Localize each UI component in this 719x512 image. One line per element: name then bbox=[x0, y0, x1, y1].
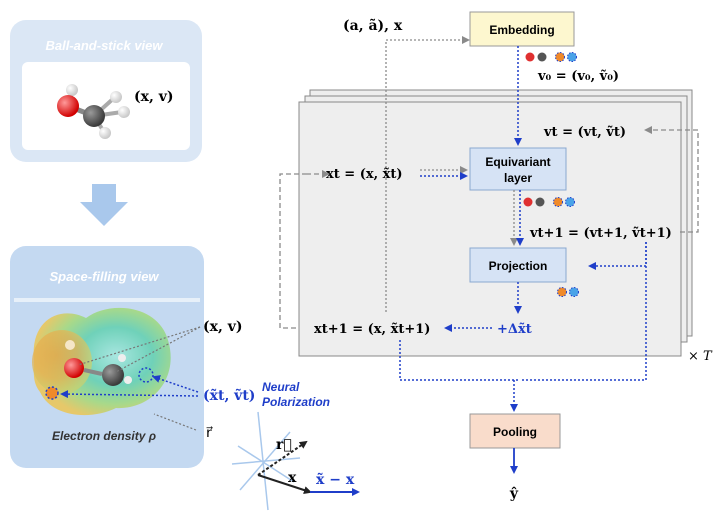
equivariant-layer-box bbox=[469, 147, 567, 191]
equivariant-label-2: layer bbox=[504, 171, 532, 185]
vec-r-label: r⃗ bbox=[276, 437, 292, 453]
projection-box bbox=[469, 247, 567, 283]
xt1-equation: xt+1 = (x, x̃t+1) bbox=[314, 322, 430, 337]
pooling-label: Pooling bbox=[493, 425, 537, 439]
embedding-box bbox=[469, 11, 575, 47]
neural-polarization-line2: Polarization bbox=[262, 395, 330, 409]
xt-equation: xt = (x, x̃t) bbox=[326, 167, 403, 182]
space-filling-panel: Space-filling view Electron density ρ bbox=[10, 246, 204, 468]
connector-x-oxygen bbox=[77, 326, 201, 366]
vt1-equation: vt+1 = (vt+1, ṽt+1) bbox=[529, 226, 672, 241]
space-filling-label: (x, v) bbox=[203, 319, 242, 335]
projection-feature-dots bbox=[557, 287, 579, 297]
equivariant-label-1: Equivariant bbox=[485, 155, 550, 169]
polarization-label: (x̃t, ṽt) bbox=[203, 387, 255, 404]
vt-equation: vt = (vt, ṽt) bbox=[543, 125, 626, 140]
input-arrow bbox=[385, 36, 470, 312]
vector-diagram: r⃗ x x̃ − x bbox=[231, 411, 360, 511]
neural-polarization-line1: Neural bbox=[262, 380, 300, 394]
v-loop-line bbox=[680, 130, 699, 233]
input-label: (a, ã), x bbox=[343, 17, 403, 34]
embedding-label: Embedding bbox=[489, 23, 554, 37]
layer-feature-dots bbox=[523, 197, 575, 207]
v-to-pool-line bbox=[520, 242, 647, 381]
down-arrow-icon bbox=[80, 184, 128, 226]
ball-stick-label: (x, v) bbox=[134, 89, 173, 105]
layer-stack bbox=[298, 89, 693, 357]
times-T-label: × T bbox=[688, 349, 713, 364]
electron-density-label: Electron density ρ bbox=[52, 429, 156, 443]
connector-r bbox=[153, 413, 197, 431]
space-filling-title: Space-filling view bbox=[49, 269, 159, 284]
pooling-box bbox=[469, 413, 561, 449]
projection-label: Projection bbox=[489, 259, 548, 273]
vec-diff-label: x̃ − x bbox=[316, 471, 355, 488]
polarization-arrow-oxygen bbox=[60, 390, 199, 399]
x-arrow bbox=[257, 474, 312, 494]
x-loop-line bbox=[279, 173, 306, 329]
methanol-ball-stick bbox=[57, 84, 130, 139]
r-vector-label: r⃗ bbox=[206, 425, 213, 441]
delta-label: +Δx̃t bbox=[497, 322, 532, 337]
embedding-feature-dots bbox=[525, 52, 577, 62]
x-to-pool-line bbox=[399, 340, 520, 381]
output-label: ŷ bbox=[509, 485, 519, 502]
electron-density-surface bbox=[32, 307, 171, 416]
ball-stick-panel: Ball-and-stick view (x, v) bbox=[10, 20, 202, 162]
v0-equation: v₀ = (v₀, ṽ₀) bbox=[537, 69, 619, 84]
vec-x-label: x bbox=[288, 470, 297, 486]
ball-stick-title: Ball-and-stick view bbox=[45, 38, 163, 53]
